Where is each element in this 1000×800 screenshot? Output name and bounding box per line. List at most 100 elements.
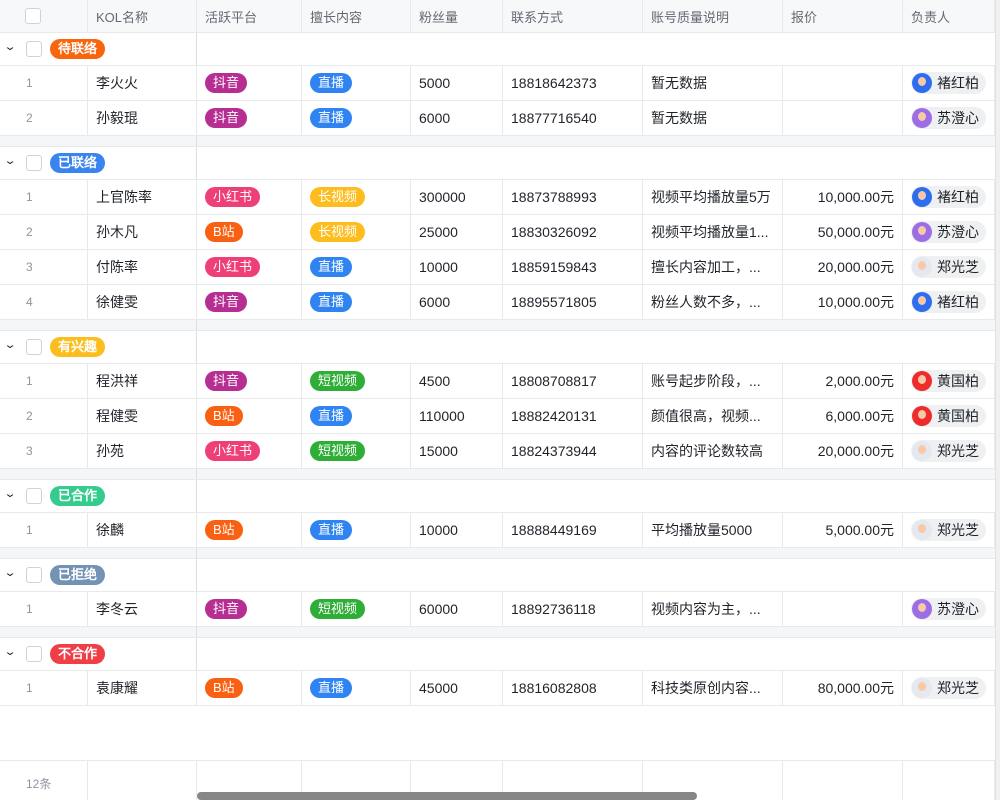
- price-cell[interactable]: 20,000.00元: [783, 434, 903, 468]
- owner-cell[interactable]: 郑光芝: [903, 250, 995, 284]
- group-header[interactable]: ⌄ 待联络: [0, 33, 995, 66]
- chevron-down-icon[interactable]: ⌄: [3, 154, 17, 167]
- owner-chip[interactable]: 褚红柏: [911, 291, 986, 313]
- table-row[interactable]: 1 上官陈率 小红书 长视频 300000 18873788993 视频平均播放量5万 10,…: [0, 180, 995, 215]
- group-header[interactable]: ⌄ 已联络: [0, 147, 995, 180]
- fans-cell[interactable]: 45000: [411, 671, 503, 705]
- column-header[interactable]: 负责人: [903, 0, 995, 32]
- column-header[interactable]: 擅长内容: [302, 0, 411, 32]
- group-checkbox[interactable]: [26, 567, 42, 583]
- phone-cell[interactable]: 18824373944: [503, 434, 643, 468]
- platform-cell[interactable]: 抖音: [197, 285, 302, 319]
- content-cell[interactable]: 长视频: [302, 180, 411, 214]
- kol-name-cell[interactable]: 李冬云: [88, 592, 197, 626]
- table-row[interactable]: 2 程健雯 B站 直播 110000 18882420131 颜值很高，视频... 6,000…: [0, 399, 995, 434]
- group-checkbox[interactable]: [26, 339, 42, 355]
- group-header[interactable]: ⌄ 不合作: [0, 638, 995, 671]
- content-cell[interactable]: 直播: [302, 66, 411, 100]
- platform-cell[interactable]: B站: [197, 399, 302, 433]
- owner-chip[interactable]: 郑光芝: [911, 440, 986, 462]
- quality-cell[interactable]: 暂无数据: [643, 66, 783, 100]
- quality-cell[interactable]: 擅长内容加工，...: [643, 250, 783, 284]
- quality-cell[interactable]: 账号起步阶段，...: [643, 364, 783, 398]
- owner-cell[interactable]: 郑光芝: [903, 434, 995, 468]
- price-cell[interactable]: 50,000.00元: [783, 215, 903, 249]
- owner-cell[interactable]: 褚红柏: [903, 285, 995, 319]
- column-header[interactable]: 联系方式: [503, 0, 643, 32]
- quality-cell[interactable]: 视频内容为主，...: [643, 592, 783, 626]
- fans-cell[interactable]: 60000: [411, 592, 503, 626]
- owner-chip[interactable]: 郑光芝: [911, 256, 986, 278]
- phone-cell[interactable]: 18882420131: [503, 399, 643, 433]
- quality-cell[interactable]: 视频平均播放量5万: [643, 180, 783, 214]
- fans-cell[interactable]: 5000: [411, 66, 503, 100]
- owner-chip[interactable]: 褚红柏: [911, 186, 986, 208]
- owner-chip[interactable]: 黄国柏: [911, 370, 986, 392]
- owner-chip[interactable]: 苏澄心: [911, 598, 986, 620]
- phone-cell[interactable]: 18873788993: [503, 180, 643, 214]
- table-row[interactable]: 1 程洪祥 抖音 短视频 4500 18808708817 账号起步阶段，... 2,000.…: [0, 364, 995, 399]
- content-cell[interactable]: 直播: [302, 513, 411, 547]
- platform-cell[interactable]: 抖音: [197, 101, 302, 135]
- kol-name-cell[interactable]: 袁康耀: [88, 671, 197, 705]
- price-cell[interactable]: 80,000.00元: [783, 671, 903, 705]
- owner-cell[interactable]: 褚红柏: [903, 180, 995, 214]
- phone-cell[interactable]: 18859159843: [503, 250, 643, 284]
- fans-cell[interactable]: 4500: [411, 364, 503, 398]
- phone-cell[interactable]: 18830326092: [503, 215, 643, 249]
- quality-cell[interactable]: 视频平均播放量1...: [643, 215, 783, 249]
- chevron-down-icon[interactable]: ⌄: [3, 338, 17, 351]
- owner-cell[interactable]: 苏澄心: [903, 215, 995, 249]
- fans-cell[interactable]: 6000: [411, 285, 503, 319]
- fans-cell[interactable]: 10000: [411, 513, 503, 547]
- phone-cell[interactable]: 18877716540: [503, 101, 643, 135]
- kol-name-cell[interactable]: 李火火: [88, 66, 197, 100]
- fans-cell[interactable]: 10000: [411, 250, 503, 284]
- owner-cell[interactable]: 黄国柏: [903, 364, 995, 398]
- owner-cell[interactable]: 苏澄心: [903, 101, 995, 135]
- price-cell[interactable]: 5,000.00元: [783, 513, 903, 547]
- group-header[interactable]: ⌄ 有兴趣: [0, 331, 995, 364]
- column-header[interactable]: KOL名称: [88, 0, 197, 32]
- quality-cell[interactable]: 暂无数据: [643, 101, 783, 135]
- platform-cell[interactable]: B站: [197, 671, 302, 705]
- column-header[interactable]: 活跃平台: [197, 0, 302, 32]
- price-cell[interactable]: [783, 592, 903, 626]
- table-row[interactable]: 2 孙木凡 B站 长视频 25000 18830326092 视频平均播放量1... 50,0…: [0, 215, 995, 250]
- kol-name-cell[interactable]: 孙木凡: [88, 215, 197, 249]
- vertical-scrollbar[interactable]: [995, 0, 1000, 800]
- select-all-checkbox[interactable]: [25, 8, 41, 24]
- owner-cell[interactable]: 郑光芝: [903, 671, 995, 705]
- column-header[interactable]: 账号质量说明: [643, 0, 783, 32]
- fans-cell[interactable]: 300000: [411, 180, 503, 214]
- price-cell[interactable]: 2,000.00元: [783, 364, 903, 398]
- platform-cell[interactable]: 抖音: [197, 592, 302, 626]
- phone-cell[interactable]: 18818642373: [503, 66, 643, 100]
- owner-chip[interactable]: 郑光芝: [911, 519, 986, 541]
- platform-cell[interactable]: 小红书: [197, 180, 302, 214]
- platform-cell[interactable]: 小红书: [197, 250, 302, 284]
- phone-cell[interactable]: 18808708817: [503, 364, 643, 398]
- owner-chip[interactable]: 褚红柏: [911, 72, 986, 94]
- group-checkbox[interactable]: [26, 488, 42, 504]
- kol-name-cell[interactable]: 徐麟: [88, 513, 197, 547]
- quality-cell[interactable]: 科技类原创内容...: [643, 671, 783, 705]
- quality-cell[interactable]: 平均播放量5000: [643, 513, 783, 547]
- content-cell[interactable]: 直播: [302, 250, 411, 284]
- owner-chip[interactable]: 苏澄心: [911, 221, 986, 243]
- content-cell[interactable]: 直播: [302, 101, 411, 135]
- platform-cell[interactable]: 抖音: [197, 66, 302, 100]
- kol-name-cell[interactable]: 程洪祥: [88, 364, 197, 398]
- price-cell[interactable]: 10,000.00元: [783, 285, 903, 319]
- owner-cell[interactable]: 褚红柏: [903, 66, 995, 100]
- table-row[interactable]: 3 孙苑 小红书 短视频 15000 18824373944 内容的评论数较高 20,000.…: [0, 434, 995, 469]
- column-header[interactable]: 粉丝量: [411, 0, 503, 32]
- price-cell[interactable]: 6,000.00元: [783, 399, 903, 433]
- content-cell[interactable]: 直播: [302, 671, 411, 705]
- kol-name-cell[interactable]: 孙毅琨: [88, 101, 197, 135]
- group-checkbox[interactable]: [26, 646, 42, 662]
- kol-name-cell[interactable]: 程健雯: [88, 399, 197, 433]
- quality-cell[interactable]: 粉丝人数不多，...: [643, 285, 783, 319]
- price-cell[interactable]: 10,000.00元: [783, 180, 903, 214]
- platform-cell[interactable]: 小红书: [197, 434, 302, 468]
